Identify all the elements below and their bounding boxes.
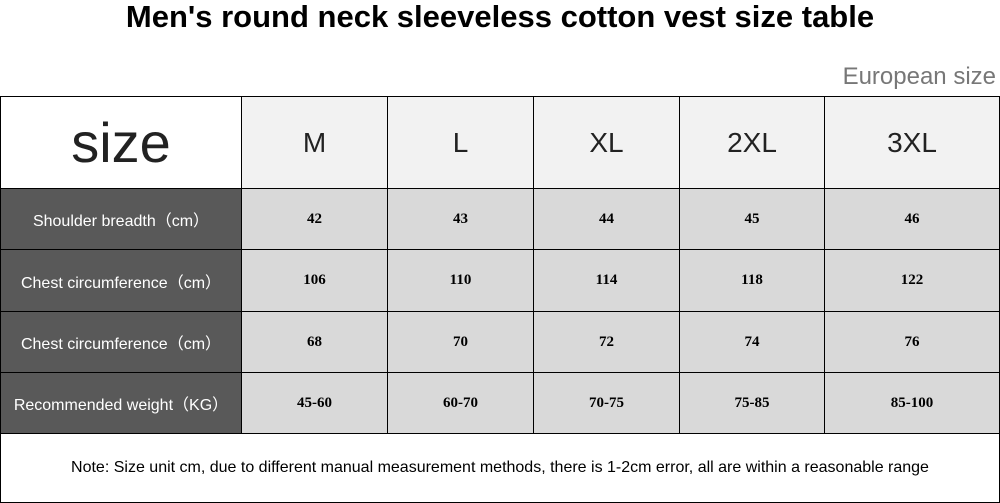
table-cell: 75-85 <box>679 372 825 434</box>
table-cell: 110 <box>387 249 534 312</box>
table-cell: 118 <box>679 249 825 312</box>
table-cell: 76 <box>824 311 1000 373</box>
column-header: XL <box>533 96 680 189</box>
column-header: 2XL <box>679 96 825 189</box>
table-cell: 68 <box>241 311 388 373</box>
table-cell: 44 <box>533 188 680 250</box>
table-cell: 74 <box>679 311 825 373</box>
table-cell: 85-100 <box>824 372 1000 434</box>
table-cell: 45-60 <box>241 372 388 434</box>
table-cell: 72 <box>533 311 680 373</box>
table-cell: 45 <box>679 188 825 250</box>
table-cell: 70 <box>387 311 534 373</box>
table-cell: 60-70 <box>387 372 534 434</box>
subtitle: European size <box>842 63 996 90</box>
note: Note: Size unit cm, due to different man… <box>0 433 1000 503</box>
table-cell: 43 <box>387 188 534 250</box>
table-cell: 70-75 <box>533 372 680 434</box>
column-header: size <box>0 96 242 189</box>
table-cell: 46 <box>824 188 1000 250</box>
table-cell: 114 <box>533 249 680 312</box>
row-label: Recommended weight（KG） <box>0 372 242 434</box>
column-header: M <box>241 96 388 189</box>
title: Men's round neck sleeveless cotton vest … <box>125 0 875 34</box>
row-label: Shoulder breadth（cm） <box>0 188 242 250</box>
column-header: L <box>387 96 534 189</box>
column-header: 3XL <box>824 96 1000 189</box>
table-cell: 42 <box>241 188 388 250</box>
table-cell: 106 <box>241 249 388 312</box>
row-label: Chest circumference（cm） <box>0 249 242 312</box>
size-table: size M L XL 2XL 3XL Shoulder breadth（cm） 42 43 44… <box>0 96 1000 503</box>
row-label: Chest circumference（cm） <box>0 311 242 373</box>
table-cell: 122 <box>824 249 1000 312</box>
